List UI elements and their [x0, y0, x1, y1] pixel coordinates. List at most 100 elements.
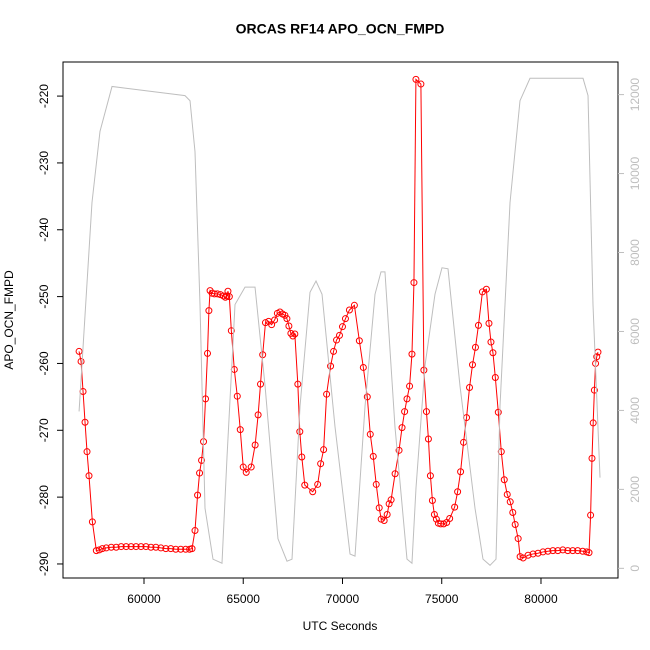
point: [301, 481, 309, 489]
point: [233, 392, 241, 400]
point: [412, 75, 420, 83]
y2-tick-label: 2000: [628, 476, 642, 503]
point: [432, 515, 440, 523]
point: [127, 543, 135, 551]
point: [254, 411, 262, 419]
point: [194, 491, 202, 499]
point: [454, 488, 462, 496]
point: [338, 323, 346, 331]
point: [251, 441, 259, 449]
chart-title: ORCAS RF14 APO_OCN_FMPD: [236, 21, 445, 37]
point: [380, 517, 388, 525]
point: [330, 347, 338, 355]
point: [372, 480, 380, 488]
point: [585, 549, 593, 557]
point: [294, 380, 302, 388]
point: [261, 319, 269, 327]
point: [420, 366, 428, 374]
point: [137, 543, 145, 551]
point: [482, 285, 490, 293]
point: [147, 543, 155, 551]
point: [177, 545, 185, 553]
x-tick-label: 80000: [524, 592, 558, 606]
point: [514, 535, 522, 543]
x-tick-label: 65000: [227, 592, 261, 606]
plot-frame: [62, 61, 619, 579]
point: [564, 547, 572, 555]
point: [122, 543, 130, 551]
point: [588, 454, 596, 462]
point: [285, 322, 293, 330]
point: [417, 80, 425, 88]
point: [593, 353, 601, 361]
y2-tick-label: 6000: [628, 318, 642, 345]
point: [298, 453, 306, 461]
point: [544, 547, 552, 555]
point: [205, 307, 213, 315]
point: [85, 472, 93, 480]
point: [410, 279, 418, 287]
point: [385, 500, 393, 508]
point: [188, 545, 196, 553]
point: [554, 547, 562, 555]
point: [506, 498, 514, 506]
point: [198, 456, 206, 464]
point: [487, 338, 495, 346]
point: [446, 515, 454, 523]
point: [587, 511, 595, 519]
point: [471, 343, 479, 351]
point: [497, 448, 505, 456]
point: [112, 543, 120, 551]
point: [98, 545, 106, 553]
point: [271, 316, 279, 324]
point: [403, 395, 411, 403]
x-axis-label: UTC Seconds: [303, 619, 378, 633]
point: [191, 527, 199, 535]
point: [398, 424, 406, 432]
point: [574, 547, 582, 555]
point: [359, 363, 367, 371]
point: [283, 315, 291, 323]
point: [341, 315, 349, 323]
point: [323, 390, 331, 398]
point: [539, 548, 547, 556]
y-tick-label: -220: [37, 84, 51, 108]
point: [142, 543, 150, 551]
point: [314, 480, 322, 488]
point: [152, 543, 160, 551]
point: [107, 543, 115, 551]
x-tick-label: 75000: [425, 592, 459, 606]
point: [366, 430, 374, 438]
point: [320, 446, 328, 454]
point: [387, 496, 395, 504]
y2-tick-label: 8000: [628, 239, 642, 266]
point: [529, 550, 537, 558]
y2-tick-label: 4000: [628, 397, 642, 424]
point: [296, 428, 304, 436]
y2-tick-label: 10000: [628, 157, 642, 191]
y-tick-label: -270: [37, 418, 51, 442]
point: [289, 332, 297, 340]
point: [345, 306, 353, 314]
point: [132, 543, 140, 551]
y-axis-label: APO_OCN_FMPD: [2, 270, 16, 370]
point: [375, 504, 383, 512]
y2-tick-label: 0: [628, 565, 642, 572]
point: [221, 293, 229, 301]
point: [428, 496, 436, 504]
point: [369, 452, 377, 460]
point: [534, 549, 542, 557]
point: [569, 547, 577, 555]
x-tick-label: 60000: [127, 592, 161, 606]
y-tick-label: -290: [37, 552, 51, 576]
point: [408, 350, 416, 358]
point: [196, 469, 204, 477]
point: [227, 327, 235, 335]
point: [509, 508, 517, 516]
x-tick-label: 70000: [326, 592, 360, 606]
point: [451, 503, 459, 511]
point: [549, 547, 557, 555]
point: [503, 490, 511, 498]
point: [204, 349, 212, 357]
